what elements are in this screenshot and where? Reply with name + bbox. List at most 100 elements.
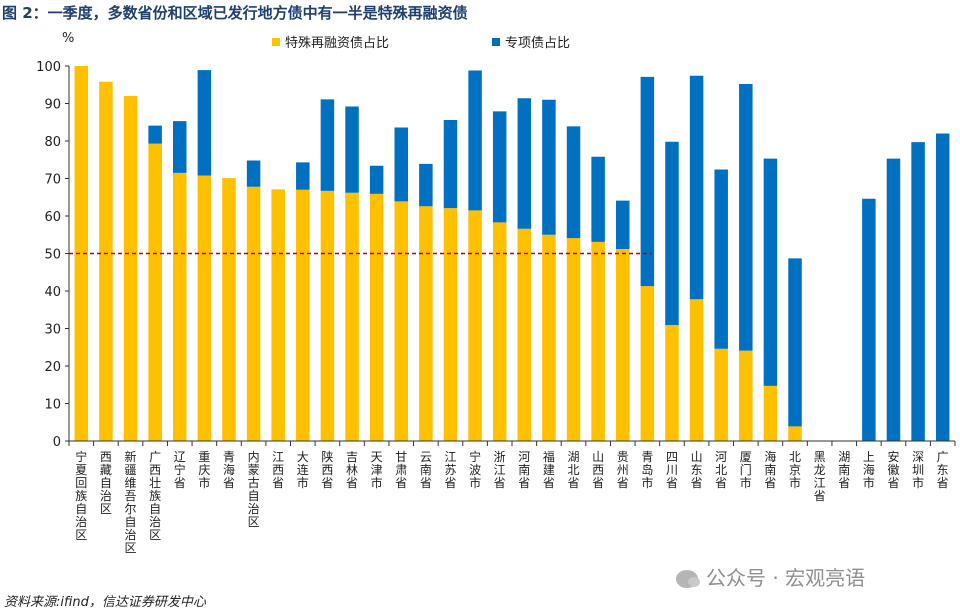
x-tick-label: 新疆维吾尔自治区: [125, 449, 137, 555]
bar-special-refinancing: [689, 299, 704, 441]
x-tick-label: 海南省: [764, 449, 776, 490]
watermark: 公众号 · 宏观亮语: [676, 562, 865, 591]
bar-special-bond: [566, 126, 581, 239]
bar-special-bond: [542, 99, 556, 235]
bar-special-bond: [665, 141, 679, 326]
bar-special-refinancing: [197, 175, 212, 441]
bar-special-refinancing: [542, 234, 556, 441]
bar-special-refinancing: [591, 241, 605, 441]
x-tick-label: 辽宁省: [174, 450, 186, 490]
x-tick-label: 江苏省: [444, 450, 456, 490]
bar-special-bond: [911, 142, 925, 441]
bar-special-bond: [197, 70, 212, 176]
x-tick-label: 福建省: [543, 449, 555, 490]
bar-special-refinancing: [320, 190, 335, 441]
bar-special-bond: [739, 84, 753, 351]
x-tick-label: 安徽省: [887, 449, 899, 490]
y-axis: 0 10 20 30 40 50 60 70 80 90 100: [36, 60, 70, 450]
bar-special-bond: [862, 198, 876, 441]
bar-special-bond: [369, 165, 384, 194]
bar-special-refinancing: [246, 186, 261, 441]
x-tick-label: 云南省: [420, 450, 432, 490]
bar-special-bond: [468, 70, 482, 211]
bar-special-refinancing: [419, 206, 433, 441]
bar-special-refinancing: [517, 228, 532, 441]
x-tick-label: 四川省: [666, 450, 678, 490]
legend: 特殊再融资债占比 专项债占比: [272, 36, 570, 51]
bar-special-refinancing: [394, 201, 408, 441]
y-tick-label: 40: [44, 285, 61, 300]
x-tick-label: 山东省: [691, 450, 703, 490]
x-tick-label: 宁夏回族自治区: [75, 449, 87, 542]
bar-special-refinancing: [271, 189, 285, 441]
x-tick-label: 广西壮族自治区: [149, 450, 161, 542]
legend-swatch: [272, 38, 280, 46]
legend-label: 专项债占比: [505, 36, 570, 51]
y-tick-label: 80: [44, 135, 61, 150]
x-tick-label: 宁波市: [469, 449, 481, 490]
bar-special-bond: [443, 120, 458, 209]
bar-special-refinancing: [492, 222, 507, 441]
bar-special-bond: [492, 111, 507, 223]
x-tick-label: 浙江省: [494, 450, 506, 490]
x-tick-label: 天津市: [371, 450, 383, 490]
bar-special-refinancing: [443, 208, 458, 441]
legend-swatch: [492, 38, 500, 46]
y-tick-label: 100: [36, 60, 61, 75]
bar-special-refinancing: [468, 210, 482, 441]
bar-special-bond: [640, 76, 655, 287]
bar-special-refinancing: [665, 325, 679, 441]
x-tick-label: 内蒙古自治区: [248, 450, 260, 529]
bar-special-bond: [320, 99, 335, 191]
bar-special-refinancing: [99, 81, 113, 441]
legend-label: 特殊再融资债占比: [285, 36, 389, 51]
x-tick-label: 甘肃省: [395, 450, 407, 490]
bar-special-bond: [788, 258, 802, 427]
y-tick-label: 30: [44, 323, 61, 338]
bar-special-refinancing: [148, 143, 162, 441]
y-tick-label: 50: [44, 248, 61, 263]
bar-special-bond: [394, 127, 408, 202]
x-tick-label: 厦门市: [740, 450, 752, 490]
bar-special-bond: [246, 160, 261, 187]
x-tick-label: 贵州省: [617, 450, 629, 490]
bar-special-refinancing: [74, 66, 89, 441]
x-tick-label: 西藏自治区: [100, 450, 112, 516]
x-tick-label: 黑龙江省: [814, 450, 826, 503]
x-tick-label: 重庆市: [198, 450, 210, 490]
x-tick-label: 北京市: [789, 450, 801, 490]
y-tick-label: 70: [44, 173, 61, 188]
bar-special-refinancing: [566, 238, 581, 441]
x-tick-label: 河北省: [715, 450, 727, 490]
bar-special-bond: [296, 162, 310, 190]
bar-special-refinancing: [763, 385, 778, 441]
bar-special-refinancing: [123, 96, 138, 441]
x-tick-label: 陕西省: [321, 449, 333, 490]
bar-special-bond: [591, 156, 605, 242]
bar-special-bond: [173, 121, 187, 173]
bar-special-refinancing: [296, 189, 310, 441]
bar-special-refinancing: [714, 348, 728, 441]
bar-special-bond: [419, 163, 433, 207]
x-tick-label: 山西省: [592, 450, 604, 490]
y-tick-label: 90: [44, 98, 61, 113]
bar-special-bond: [616, 200, 630, 249]
bar-special-bond: [886, 158, 901, 441]
bar-special-refinancing: [640, 286, 655, 441]
x-tick-label: 上海市: [863, 450, 875, 490]
source-note: 资料来源:ifind，信达证券研发中心: [4, 595, 206, 610]
bar-special-bond: [763, 158, 778, 386]
y-tick-label: 0: [53, 435, 61, 450]
bar-special-bond: [714, 169, 728, 349]
y-tick-label: 10: [44, 398, 61, 413]
bar-special-refinancing: [222, 178, 236, 441]
x-tick-label: 湖南省: [838, 449, 850, 490]
bar-special-refinancing: [173, 172, 187, 441]
bar-special-bond: [517, 98, 532, 229]
x-tick-label: 青岛市: [641, 450, 653, 490]
bar-special-refinancing: [369, 193, 384, 441]
bars: [74, 66, 950, 441]
chart-title: 图 2：一季度，多数省份和区域已发行地方债中有一半是特殊再融资债: [2, 4, 468, 22]
